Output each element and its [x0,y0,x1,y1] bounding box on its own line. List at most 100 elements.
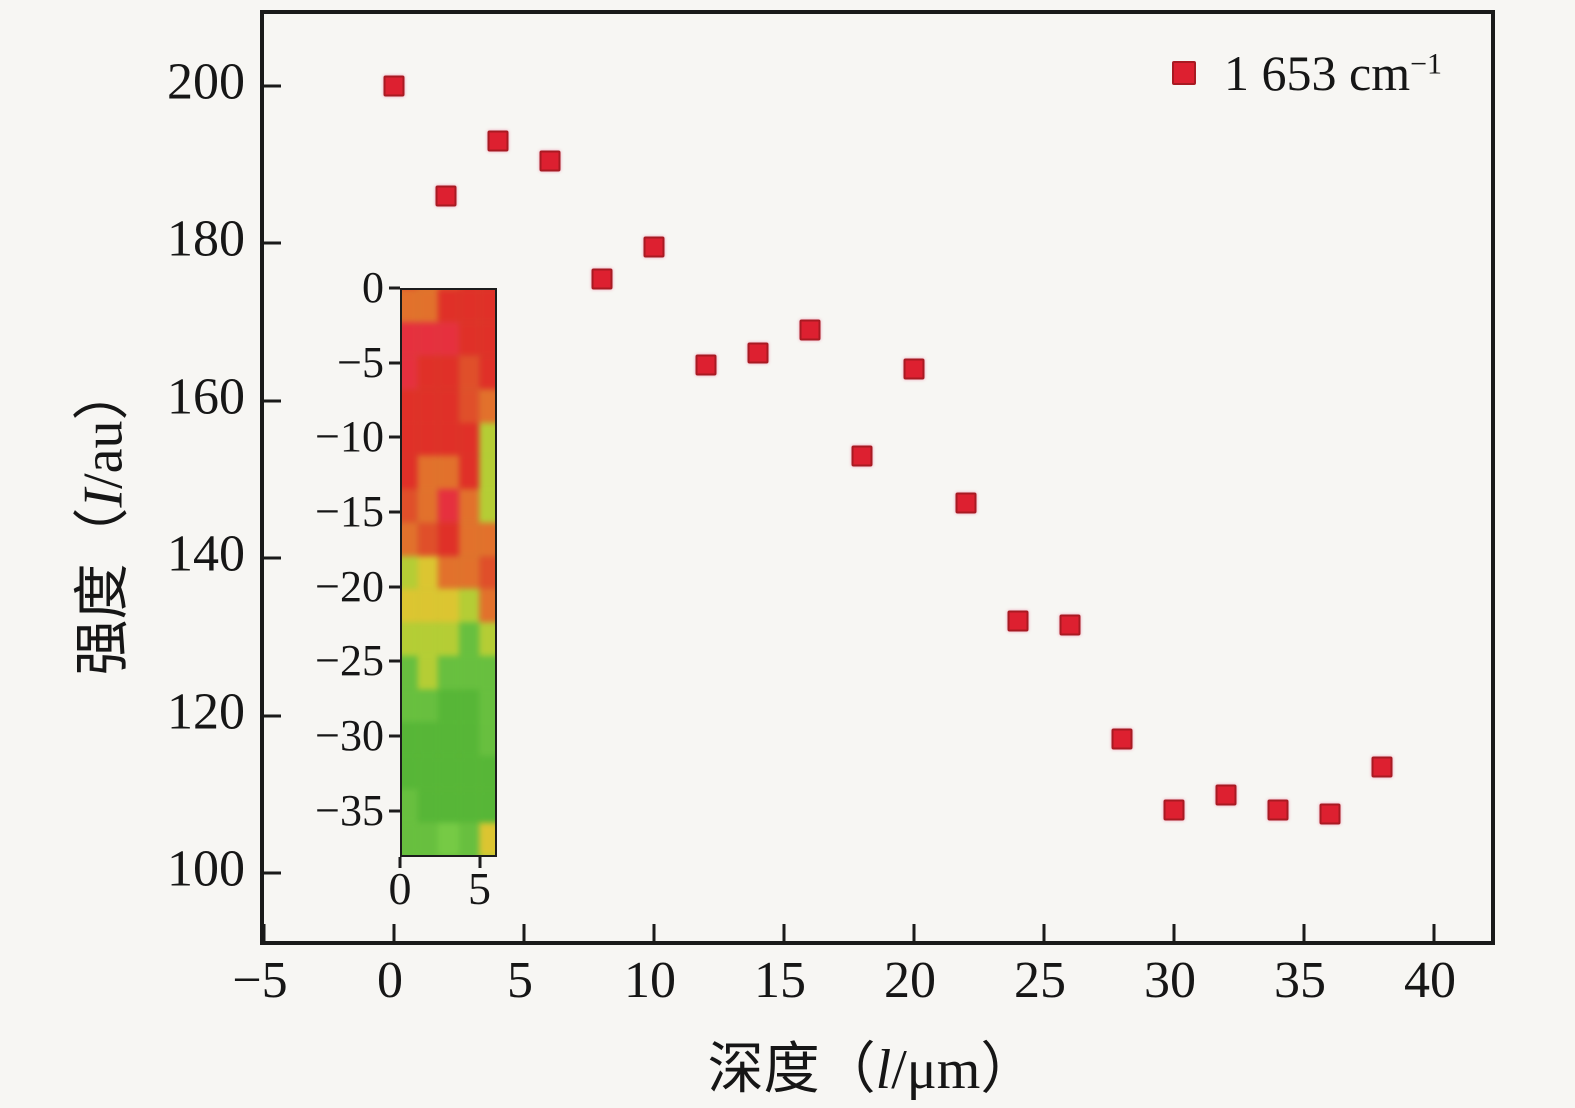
y-tick-label: 200 [167,53,245,111]
x-tick-label: 10 [624,952,676,1009]
data-point [747,342,769,364]
inset-heatmap-cell [438,290,459,323]
x-tick-mark [262,924,266,941]
inset-y-tick-mark [389,659,400,663]
y-tick-mark [264,399,281,403]
inset-heatmap-cell [479,589,495,623]
x-tick-mark [522,924,526,941]
x-tick-label: −5 [232,952,288,1009]
inset-heatmap-cell [458,822,480,855]
inset-heatmap-cell [402,489,418,523]
data-point [955,492,977,514]
inset-y-tick-label: −10 [315,412,384,462]
y-tick-label: 180 [167,210,245,268]
data-point [487,130,509,152]
y-tick-label: 160 [167,368,245,426]
inset-heatmap-cell [479,755,495,789]
inset-heatmap-cell [438,755,459,789]
inset-heatmap-cell [402,622,418,656]
data-point [903,358,925,380]
inset-heatmap-cell [438,722,459,756]
data-point [799,319,821,341]
inset-heatmap-cell [402,655,418,690]
inset-heatmap-cell [479,622,495,656]
x-tick-mark [1302,924,1306,941]
data-point [1215,784,1237,806]
inset-heatmap-cell [417,589,439,623]
inset-heatmap-cell [458,622,480,656]
inset-heatmap-cell [438,389,459,423]
inset-heatmap-cell [402,722,418,756]
inset-heatmap-cell [479,489,495,523]
inset-x-tick-mark [398,857,402,868]
inset-heatmap-cell [417,822,439,855]
inset-heatmap-cell [402,689,418,723]
x-tick-label: 5 [507,952,533,1009]
data-point [539,150,561,171]
y-tick-label: 100 [167,840,245,898]
data-point [1163,799,1185,821]
inset-heatmap-cell [402,455,418,490]
data-point [695,354,717,376]
y-tick-mark [264,714,281,718]
data-point [1267,799,1289,821]
inset-heatmap-grid [402,290,497,857]
x-tick-label: 20 [884,952,936,1009]
inset-heatmap-cell [438,422,459,456]
inset-heatmap-cell [417,622,439,656]
inset-heatmap-cell [458,455,480,490]
y-tick-mark [264,556,281,560]
inset-heatmap-cell [438,522,459,556]
x-tick-label: 15 [754,952,806,1009]
inset-heatmap-cell [438,788,459,823]
x-axis-title-suffix: /μm） [891,1039,1037,1101]
inset-heatmap-cell [438,822,459,855]
x-tick-label: 30 [1144,952,1196,1009]
inset-heatmap-cell [459,856,480,857]
x-tick-mark [652,924,656,941]
inset-heatmap-cell [479,356,495,390]
inset-x-tick-mark [478,857,481,868]
inset-y-tick-mark [389,435,400,439]
inset-heatmap-cell [479,322,495,357]
y-tick-mark [264,241,281,245]
y-tick-label: 120 [167,683,245,741]
inset-heatmap-cell [458,589,480,623]
legend-label: 1 653 cm−1 [1224,48,1442,98]
data-point [1319,803,1341,825]
inset-heatmap-cell [438,455,459,490]
inset-heatmap-cell [479,389,495,423]
inset-heatmap-cell [417,522,439,556]
y-tick-mark [264,871,281,875]
inset-heatmap-cell [402,356,418,390]
inset-heatmap-cell [479,689,495,723]
inset-heatmap-cell [402,589,418,623]
inset-heatmap-cell [417,290,439,323]
inset-heatmap-cell [479,788,495,823]
inset-heatmap-cell [402,290,418,323]
inset-y-tick-label: −35 [315,785,384,835]
inset-heatmap-cell [417,655,439,690]
data-point [1111,728,1133,750]
inset-y-tick-mark [389,361,400,365]
inset-heatmap-cell [438,856,459,857]
x-tick-mark [912,924,916,941]
inset-heatmap-cell [479,822,495,855]
inset-heatmap-cell [479,422,495,456]
x-tick-mark [392,924,396,941]
inset-heatmap-cell [402,522,418,556]
x-tick-mark [1042,924,1046,941]
inset-heatmap-cell [458,322,480,357]
inset-heatmap-cell [417,722,439,756]
plot-area: 1 653 cm−1 [260,10,1495,945]
inset-heatmap-cell [458,689,480,723]
inset-heatmap-cell [458,722,480,756]
inset-x-tick-label: 5 [468,863,491,914]
inset-heatmap-cell [480,856,497,857]
inset-y-tick-label: −20 [315,561,384,611]
inset-heatmap-cell [402,555,418,590]
inset-heatmap-cell [402,788,418,823]
y-tick-label: 140 [167,525,245,583]
y-tick-mark [264,84,281,88]
inset-heatmap-cell [458,422,480,456]
